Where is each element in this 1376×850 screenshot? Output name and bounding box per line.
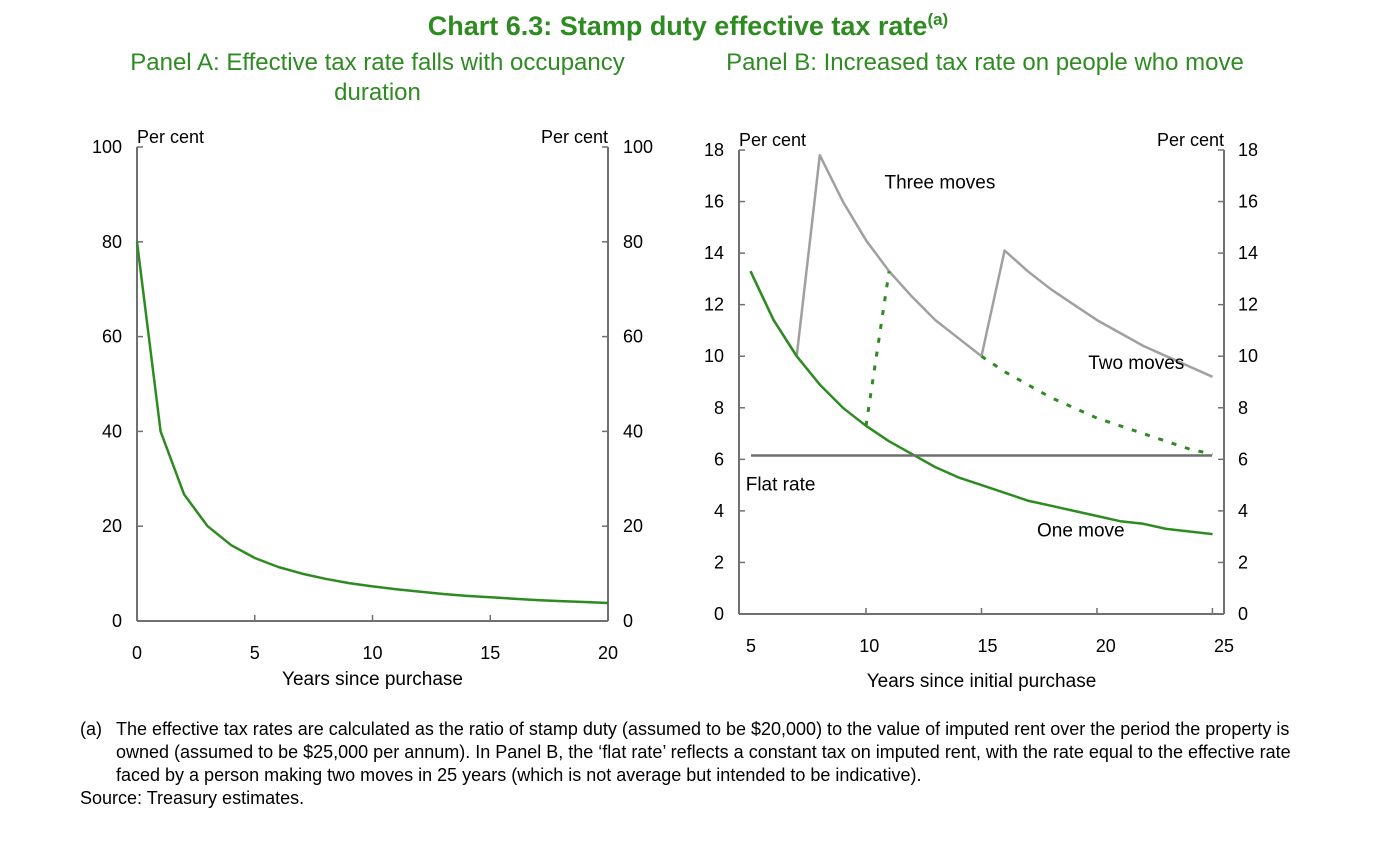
y-tick-label-left: 12 — [704, 295, 724, 315]
annotation-one-move: One move — [1037, 521, 1125, 542]
y-tick-label-right: 20 — [623, 516, 643, 536]
y-tick-label-left: 16 — [704, 192, 724, 212]
y-tick-label-right: 10 — [1238, 346, 1258, 366]
panel-b: 0 0 2 2 4 4 6 6 8 8 10 10 12 12 14 14 16 16 18 18 5 10 15 20 25 P… — [704, 130, 1258, 692]
panel-b-title: Panel B: Increased tax rate on people wh… — [726, 49, 1244, 76]
x-axis-label: Years since initial purchase — [867, 671, 1097, 692]
y-tick-label-right: 14 — [1238, 243, 1258, 263]
y-tick-label-left: 8 — [714, 398, 724, 418]
y-tick-label-right: 18 — [1238, 140, 1258, 160]
y-tick-label-left: 6 — [714, 449, 724, 469]
y-tick-label-left: 4 — [714, 501, 724, 521]
y-tick-label-left: 10 — [704, 346, 724, 366]
x-tick-label: 0 — [132, 643, 142, 663]
x-tick-label: 5 — [250, 643, 260, 663]
x-tick-label: 10 — [859, 636, 879, 656]
source-note: Source: Treasury estimates. — [80, 788, 305, 808]
annotation-two-moves: Two moves — [1088, 353, 1184, 374]
y-tick-label-right: 40 — [623, 421, 643, 441]
series-two-moves-line — [980, 354, 1213, 456]
y-tick-label-right: 6 — [1238, 449, 1248, 469]
chart-title-footnote-ref: (a) — [927, 10, 949, 29]
y-tick-label-left: 100 — [92, 137, 122, 157]
y-tick-label-right: 100 — [623, 137, 653, 157]
x-tick-label: 10 — [362, 643, 382, 663]
annotation-three-moves: Three moves — [884, 173, 995, 194]
series-two-moves-second-move-at-year-10-line — [864, 270, 891, 427]
y-tick-label-right: 60 — [623, 327, 643, 347]
y-tick-label-left: 0 — [112, 611, 122, 631]
series-effective-tax-rate-line — [135, 241, 609, 605]
footnote-mark: (a) — [80, 719, 102, 739]
y-tick-label-right: 0 — [623, 611, 633, 631]
y-tick-label-right: 2 — [1238, 552, 1248, 572]
y-tick-label-left: 14 — [704, 243, 724, 263]
y-unit-label-right: Per cent — [541, 127, 608, 147]
series-one-move-line — [749, 270, 1213, 536]
y-tick-label-left: 60 — [102, 327, 122, 347]
y-unit-label-left: Per cent — [739, 130, 806, 150]
x-tick-label: 15 — [480, 643, 500, 663]
x-tick-label: 5 — [746, 636, 756, 656]
y-tick-label-right: 80 — [623, 232, 643, 252]
y-tick-label-right: 4 — [1238, 501, 1248, 521]
y-unit-label-right: Per cent — [1157, 130, 1224, 150]
x-tick-label: 20 — [598, 643, 618, 663]
y-tick-label-right: 12 — [1238, 295, 1258, 315]
y-tick-label-right: 16 — [1238, 192, 1258, 212]
y-tick-label-left: 20 — [102, 516, 122, 536]
x-axis-label: Years since purchase — [282, 669, 463, 690]
x-tick-label: 15 — [977, 636, 997, 656]
y-tick-label-left: 40 — [102, 421, 122, 441]
x-tick-label: 20 — [1096, 636, 1116, 656]
y-tick-label-right: 8 — [1238, 398, 1248, 418]
y-tick-label-left: 80 — [102, 232, 122, 252]
y-tick-label-right: 0 — [1238, 604, 1248, 624]
chart-title: Chart 6.3: Stamp duty effective tax rate… — [0, 10, 1376, 42]
panel-a-title: Panel A: Effective tax rate falls with o… — [130, 49, 625, 106]
footnote-block: (a) The effective tax rates are calculat… — [80, 718, 1300, 810]
y-tick-label-left: 2 — [714, 552, 724, 572]
y-unit-label-left: Per cent — [137, 127, 204, 147]
y-tick-label-left: 18 — [704, 140, 724, 160]
x-tick-label: 25 — [1214, 636, 1234, 656]
y-tick-label-left: 0 — [714, 604, 724, 624]
footnote-text: The effective tax rates are calculated a… — [116, 719, 1291, 785]
chart-title-text: Chart 6.3: Stamp duty effective tax rate — [427, 11, 928, 41]
annotation-flat-rate: Flat rate — [746, 474, 816, 495]
